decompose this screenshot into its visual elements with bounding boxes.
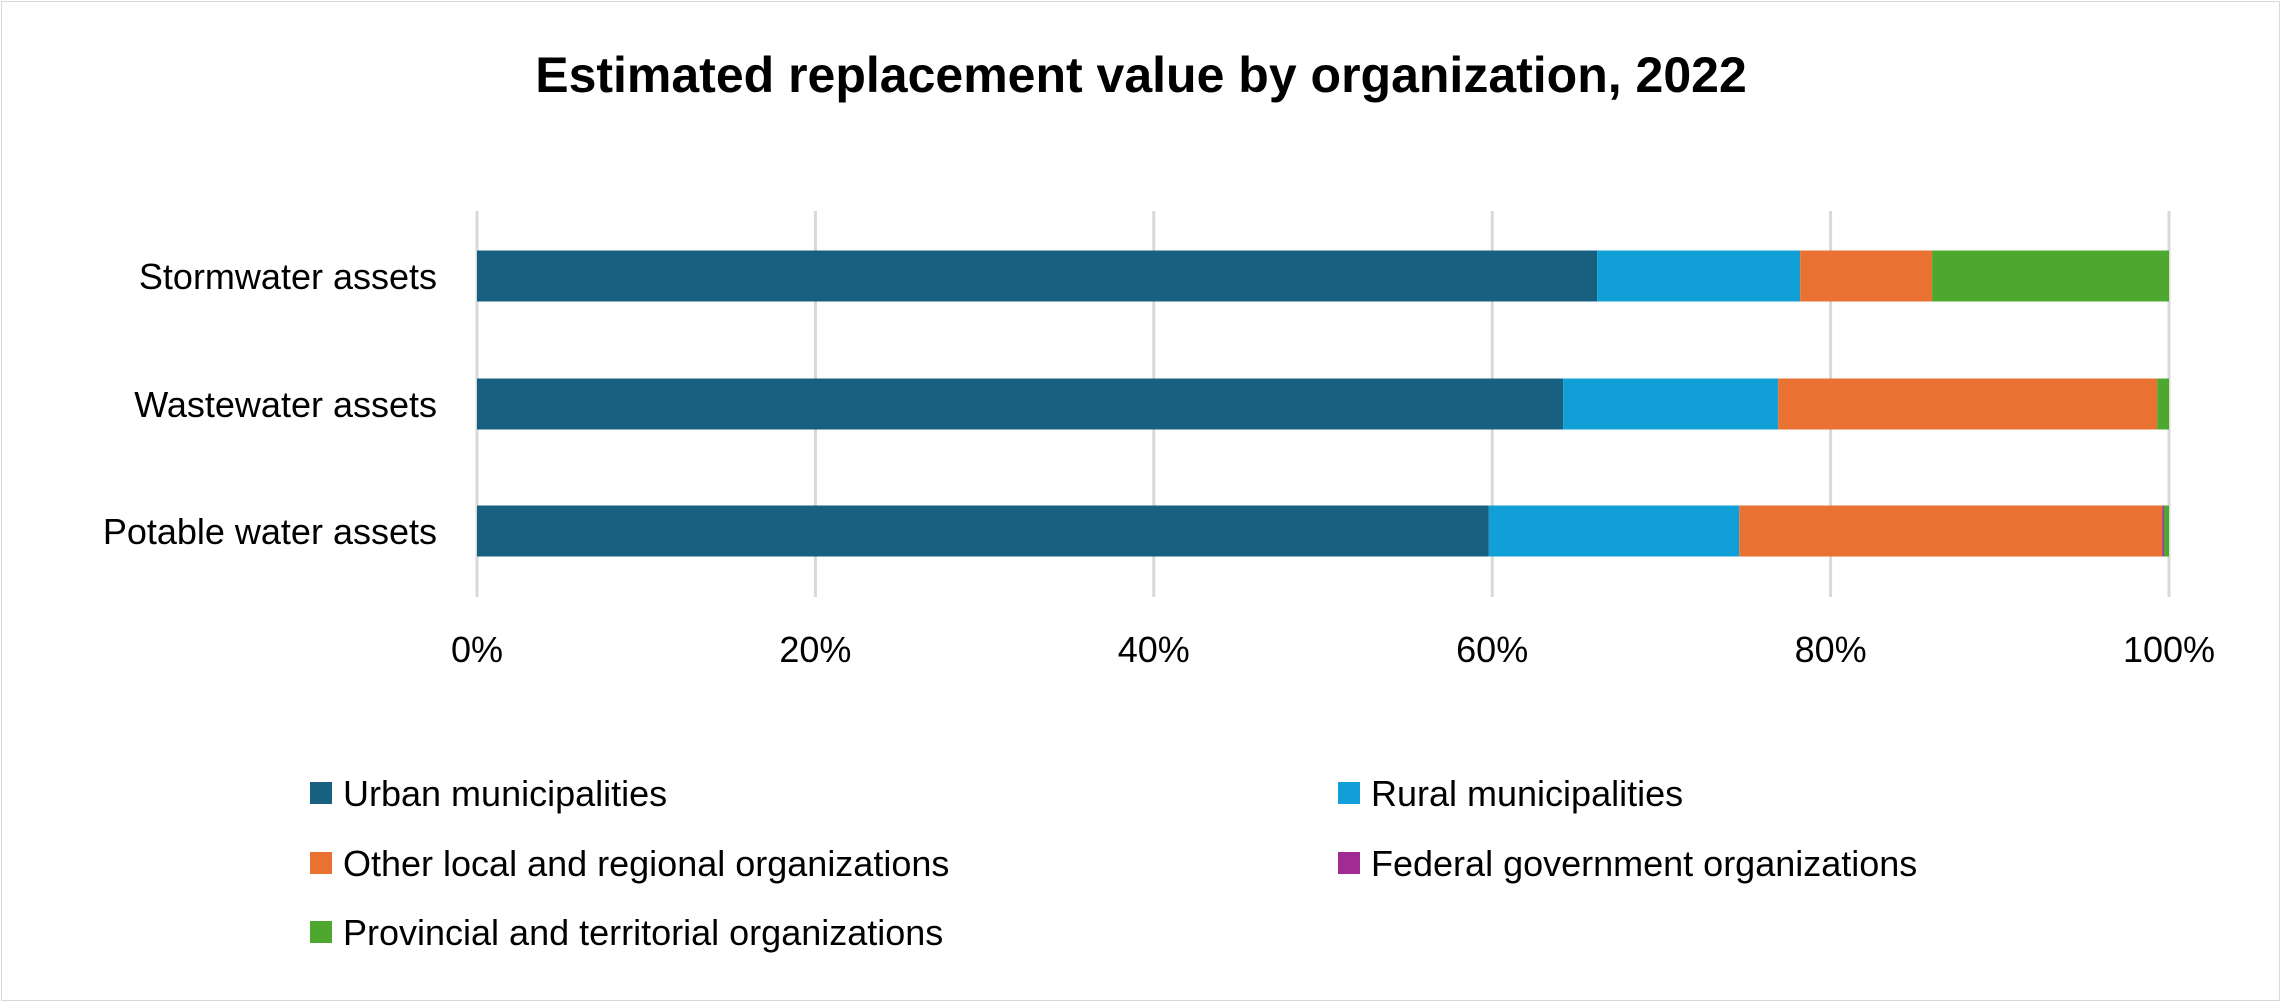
legend-label: Provincial and territorial organizations	[343, 912, 943, 953]
bar-segment	[1488, 505, 1740, 557]
chart-title: Estimated replacement value by organizat…	[535, 47, 1747, 103]
bar-segment	[1739, 505, 2163, 557]
y-category-label: Potable water assets	[103, 511, 437, 552]
x-tick-label: 60%	[1456, 629, 1528, 670]
bar-segment	[2163, 505, 2169, 557]
bar-segment	[1932, 250, 2169, 302]
legend-label: Other local and regional organizations	[343, 843, 949, 884]
y-category-label: Wastewater assets	[134, 384, 437, 425]
legend-swatch	[310, 782, 332, 804]
y-category-label: Stormwater assets	[139, 256, 437, 297]
x-tick-label: 20%	[779, 629, 851, 670]
legend-item: Federal government organizations	[1338, 843, 1917, 884]
bar-segment	[1597, 250, 1801, 302]
bar-segment	[2157, 378, 2169, 430]
bar-segment	[1563, 378, 1779, 430]
x-tick-label: 100%	[2123, 629, 2215, 670]
legend-item: Urban municipalities	[310, 773, 667, 814]
legend-swatch	[310, 852, 332, 874]
x-tick-label: 0%	[451, 629, 503, 670]
bar-segment	[1778, 378, 2158, 430]
legend-swatch	[310, 921, 332, 943]
legend-label: Urban municipalities	[343, 773, 667, 814]
legend-swatch	[1338, 782, 1360, 804]
bar-segment	[477, 378, 1564, 430]
legend-swatch	[1338, 852, 1360, 874]
x-tick-label: 40%	[1118, 629, 1190, 670]
bar-segment	[1800, 250, 1933, 302]
x-tick-label: 80%	[1795, 629, 1867, 670]
legend-item: Rural municipalities	[1338, 773, 1683, 814]
legend-item: Provincial and territorial organizations	[310, 912, 943, 953]
legend-label: Federal government organizations	[1371, 843, 1917, 884]
legend-label: Rural municipalities	[1371, 773, 1683, 814]
bar-segment	[477, 505, 1489, 557]
bar-segment	[2162, 505, 2164, 557]
legend-item: Other local and regional organizations	[310, 843, 949, 884]
bar-segment	[477, 250, 1598, 302]
